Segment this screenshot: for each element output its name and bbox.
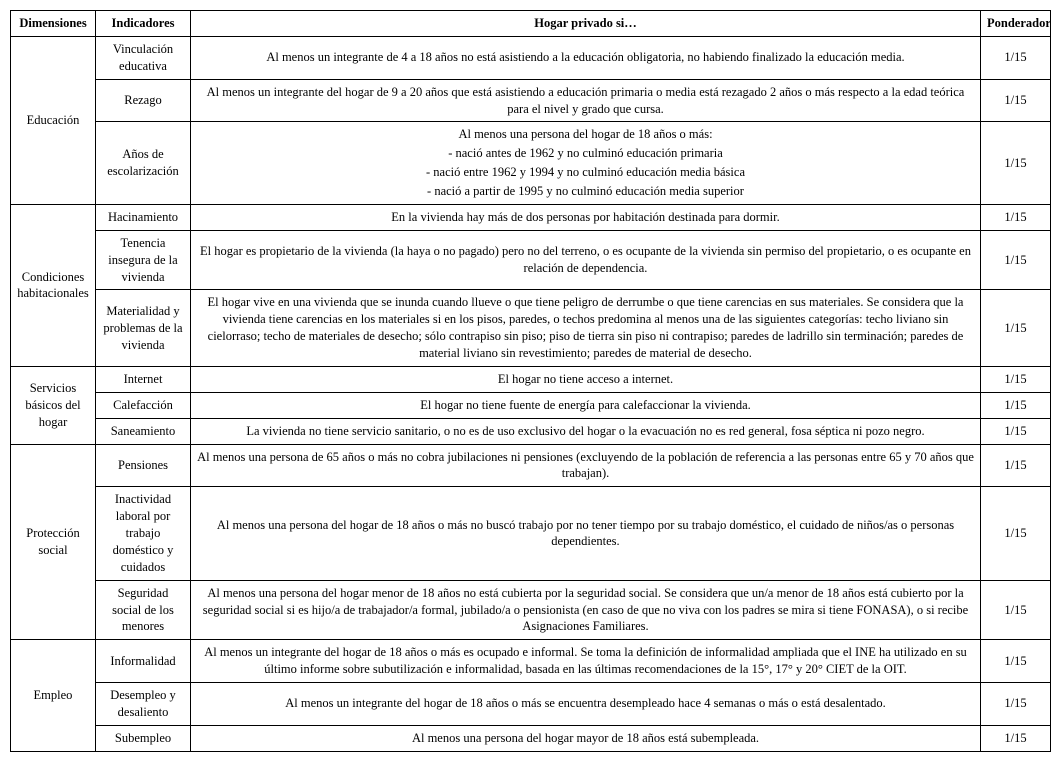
- ind-desempleo: Desempleo y desaliento: [96, 683, 191, 726]
- ind-internet: Internet: [96, 366, 191, 392]
- desc-anios-intro: Al menos una persona del hogar de 18 año…: [197, 126, 974, 143]
- pond-calefaccion: 1/15: [981, 392, 1051, 418]
- pond-materialidad: 1/15: [981, 290, 1051, 367]
- desc-hacinamiento: En la vivienda hay más de dos personas p…: [191, 204, 981, 230]
- pond-anios: 1/15: [981, 122, 1051, 205]
- table-row: Condiciones habitacionales Hacinamiento …: [11, 204, 1051, 230]
- pond-subempleo: 1/15: [981, 725, 1051, 751]
- desc-anios-b1: - nació antes de 1962 y no culminó educa…: [197, 145, 974, 162]
- desc-pensiones: Al menos una persona de 65 años o más no…: [191, 444, 981, 487]
- desc-seguridad-social: Al menos una persona del hogar menor de …: [191, 580, 981, 640]
- dim-condiciones: Condiciones habitacionales: [11, 204, 96, 366]
- desc-desempleo: Al menos un integrante del hogar de 18 a…: [191, 683, 981, 726]
- desc-internet: El hogar no tiene acceso a internet.: [191, 366, 981, 392]
- header-dimensiones: Dimensiones: [11, 11, 96, 37]
- table-row: Educación Vinculación educativa Al menos…: [11, 36, 1051, 79]
- header-descripcion: Hogar privado si…: [191, 11, 981, 37]
- table-row: Años de escolarización Al menos una pers…: [11, 122, 1051, 205]
- table-row: Seguridad social de los menores Al menos…: [11, 580, 1051, 640]
- pond-saneamiento: 1/15: [981, 418, 1051, 444]
- pond-vinculacion: 1/15: [981, 36, 1051, 79]
- table-row: Protección social Pensiones Al menos una…: [11, 444, 1051, 487]
- header-ponderador: Ponderador: [981, 11, 1051, 37]
- ind-informalidad: Informalidad: [96, 640, 191, 683]
- ind-subempleo: Subempleo: [96, 725, 191, 751]
- table-header-row: Dimensiones Indicadores Hogar privado si…: [11, 11, 1051, 37]
- ind-pensiones: Pensiones: [96, 444, 191, 487]
- desc-anios-b3: - nació a partir de 1995 y no culminó ed…: [197, 183, 974, 200]
- ind-calefaccion: Calefacción: [96, 392, 191, 418]
- desc-tenencia: El hogar es propietario de la vivienda (…: [191, 230, 981, 290]
- dim-educacion: Educación: [11, 36, 96, 204]
- pond-rezago: 1/15: [981, 79, 1051, 122]
- ind-materialidad: Materialidad y problemas de la vivienda: [96, 290, 191, 367]
- header-indicadores: Indicadores: [96, 11, 191, 37]
- pond-pensiones: 1/15: [981, 444, 1051, 487]
- ind-inactividad: Inactividad laboral por trabajo doméstic…: [96, 487, 191, 580]
- pond-hacinamiento: 1/15: [981, 204, 1051, 230]
- desc-inactividad: Al menos una persona del hogar de 18 año…: [191, 487, 981, 580]
- ind-hacinamiento: Hacinamiento: [96, 204, 191, 230]
- pond-inactividad: 1/15: [981, 487, 1051, 580]
- table-row: Inactividad laboral por trabajo doméstic…: [11, 487, 1051, 580]
- table-row: Subempleo Al menos una persona del hogar…: [11, 725, 1051, 751]
- pond-desempleo: 1/15: [981, 683, 1051, 726]
- desc-materialidad: El hogar vive en una vivienda que se inu…: [191, 290, 981, 367]
- table-row: Materialidad y problemas de la vivienda …: [11, 290, 1051, 367]
- ind-tenencia: Tenencia insegura de la vivienda: [96, 230, 191, 290]
- desc-anios-b2: - nació entre 1962 y 1994 y no culminó e…: [197, 164, 974, 181]
- ind-rezago: Rezago: [96, 79, 191, 122]
- indicators-table: Dimensiones Indicadores Hogar privado si…: [10, 10, 1051, 752]
- desc-subempleo: Al menos una persona del hogar mayor de …: [191, 725, 981, 751]
- desc-vinculacion: Al menos un integrante de 4 a 18 años no…: [191, 36, 981, 79]
- desc-calefaccion: El hogar no tiene fuente de energía para…: [191, 392, 981, 418]
- pond-informalidad: 1/15: [981, 640, 1051, 683]
- desc-anios: Al menos una persona del hogar de 18 año…: [191, 122, 981, 205]
- pond-seguridad-social: 1/15: [981, 580, 1051, 640]
- dim-servicios: Servicios básicos del hogar: [11, 366, 96, 444]
- table-row: Rezago Al menos un integrante del hogar …: [11, 79, 1051, 122]
- table-row: Desempleo y desaliento Al menos un integ…: [11, 683, 1051, 726]
- ind-anios: Años de escolarización: [96, 122, 191, 205]
- table-row: Servicios básicos del hogar Internet El …: [11, 366, 1051, 392]
- desc-informalidad: Al menos un integrante del hogar de 18 a…: [191, 640, 981, 683]
- table-row: Empleo Informalidad Al menos un integran…: [11, 640, 1051, 683]
- ind-seguridad-social: Seguridad social de los menores: [96, 580, 191, 640]
- desc-rezago: Al menos un integrante del hogar de 9 a …: [191, 79, 981, 122]
- ind-vinculacion: Vinculación educativa: [96, 36, 191, 79]
- desc-saneamiento: La vivienda no tiene servicio sanitario,…: [191, 418, 981, 444]
- ind-saneamiento: Saneamiento: [96, 418, 191, 444]
- pond-internet: 1/15: [981, 366, 1051, 392]
- table-row: Saneamiento La vivienda no tiene servici…: [11, 418, 1051, 444]
- dim-proteccion: Protección social: [11, 444, 96, 640]
- pond-tenencia: 1/15: [981, 230, 1051, 290]
- table-row: Calefacción El hogar no tiene fuente de …: [11, 392, 1051, 418]
- table-row: Tenencia insegura de la vivienda El hoga…: [11, 230, 1051, 290]
- dim-empleo: Empleo: [11, 640, 96, 751]
